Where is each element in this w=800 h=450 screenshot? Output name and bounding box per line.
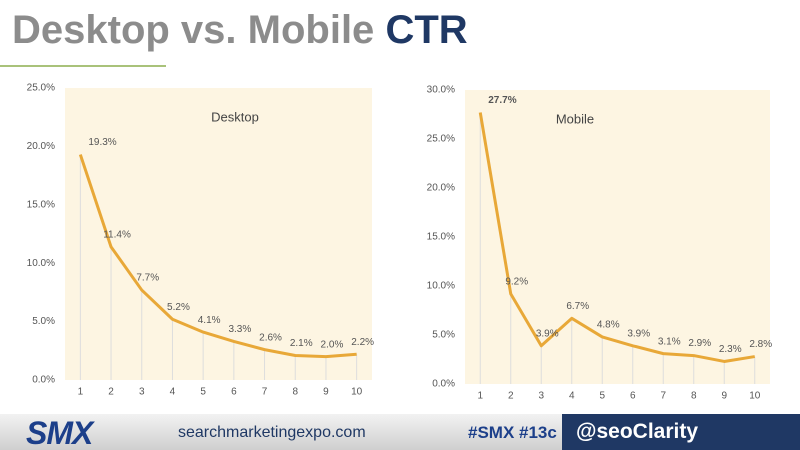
data-label: 2.8%: [749, 339, 772, 350]
data-label: 3.3%: [228, 324, 251, 335]
x-tick-label: 3: [538, 391, 544, 402]
series-label: Mobile: [556, 111, 594, 126]
data-label: 4.8%: [597, 320, 620, 331]
y-tick-label: 30.0%: [427, 85, 455, 96]
title-accent: CTR: [385, 8, 468, 52]
x-tick-label: 1: [477, 391, 483, 402]
y-tick-label: 20.0%: [27, 141, 55, 152]
x-tick-label: 5: [599, 391, 605, 402]
data-label: 4.1%: [198, 315, 221, 326]
data-label: 11.4%: [103, 229, 131, 240]
y-tick-label: 0.0%: [32, 375, 55, 386]
data-label: 2.9%: [688, 338, 711, 349]
x-tick-label: 5: [200, 387, 206, 398]
x-tick-label: 3: [139, 387, 145, 398]
plot-area: [65, 88, 372, 380]
data-label: 5.2%: [167, 302, 190, 313]
data-label: 2.3%: [719, 344, 742, 355]
handle: @seoClarity: [562, 414, 800, 450]
y-tick-label: 25.0%: [427, 134, 455, 145]
x-tick-label: 8: [292, 387, 298, 398]
url: searchmarketingexpo.com: [178, 424, 366, 441]
hashtags: #SMX #13c: [468, 423, 557, 442]
data-label: 2.1%: [290, 338, 313, 349]
x-tick-label: 8: [691, 391, 697, 402]
data-label: 19.3%: [88, 137, 116, 148]
x-tick-label: 6: [231, 387, 237, 398]
data-label: 3.9%: [536, 328, 559, 339]
x-tick-label: 9: [721, 391, 727, 402]
y-tick-label: 10.0%: [27, 258, 55, 269]
y-tick-label: 15.0%: [27, 199, 55, 210]
y-tick-label: 15.0%: [427, 232, 455, 243]
line: [478, 112, 755, 363]
data-label: 3.9%: [627, 328, 650, 339]
charts: 0.0%5.0%10.0%15.0%20.0%25.0%1 2 3 4 5 6 7 8 9 10D…: [27, 83, 773, 402]
line: [78, 154, 357, 359]
x-tick-label: 10: [351, 387, 363, 398]
plot-area: [465, 90, 770, 384]
x-tick-label: 6: [630, 391, 636, 402]
x-tick-label: 10: [749, 391, 761, 402]
y-tick-label: 25.0%: [27, 83, 55, 94]
data-label: 7.7%: [136, 273, 159, 284]
logo: SMX: [26, 415, 93, 450]
title-rule: [0, 65, 166, 67]
y-tick-label: 5.0%: [32, 316, 55, 327]
x-tick-label: 2: [108, 387, 114, 398]
x-tick-label: 2: [508, 391, 514, 402]
data-label: 27.7%: [488, 95, 516, 106]
x-tick-label: 4: [170, 387, 176, 398]
data-label: 2.2%: [351, 337, 374, 348]
x-tick-label: 4: [569, 391, 575, 402]
data-label: 6.7%: [566, 301, 589, 312]
y-tick-label: 20.0%: [427, 183, 455, 194]
series-label: Desktop: [211, 109, 259, 124]
x-tick-label: 1: [78, 387, 84, 398]
y-tick-label: 10.0%: [427, 281, 455, 292]
data-label: 3.1%: [658, 336, 681, 347]
slide-title: Desktop vs. Mobile CTR: [12, 8, 468, 53]
title-main: Desktop vs. Mobile: [12, 8, 375, 52]
x-tick-label: 9: [323, 387, 329, 398]
y-tick-label: 0.0%: [432, 379, 455, 390]
x-tick-label: 7: [660, 391, 666, 402]
data-label: 2.6%: [259, 332, 282, 343]
data-label: 9.2%: [505, 276, 528, 287]
y-tick-label: 5.0%: [432, 330, 455, 341]
footer: SMX searchmarketingexpo.com #SMX #13c @s…: [0, 414, 800, 450]
data-label: 2.0%: [321, 339, 344, 350]
x-tick-label: 7: [262, 387, 268, 398]
